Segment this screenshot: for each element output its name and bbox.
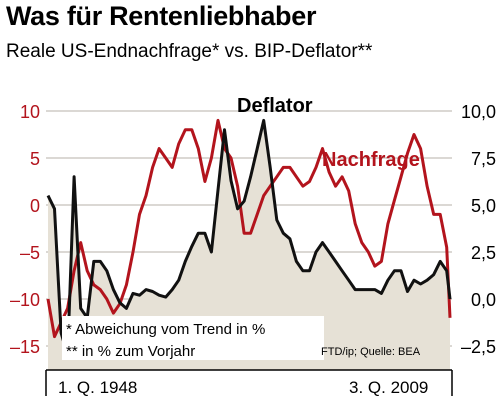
footnote-box [62, 316, 324, 360]
left-tick-label: –5 [20, 243, 40, 263]
left-tick-label: 0 [30, 196, 40, 216]
right-tick-label: 7,5 [471, 149, 496, 169]
source-note: FTD/ip; Quelle: BEA [321, 346, 421, 358]
left-tick-label: –15 [10, 337, 40, 357]
left-tick-label: 10 [20, 102, 40, 122]
left-tick-label: 5 [30, 149, 40, 169]
chart-subtitle: Reale US-Endnachfrage* vs. BIP-Deflator*… [6, 41, 373, 62]
deflator-area-fill [48, 120, 450, 371]
chart-title: Was für Rentenliebhaber [6, 1, 317, 31]
footnote-1: * Abweichung vom Trend in % [66, 321, 265, 338]
left-axis-ticks: 10 5 0 –5 –10 –15 [10, 102, 40, 357]
right-axis-ticks: 10,0 7,5 5,0 2,5 0,0 –2,5 [461, 102, 496, 357]
footnote-2: ** in % zum Vorjahr [66, 343, 195, 360]
x-end-label: 3. Q. 2009 [349, 378, 428, 397]
right-tick-label: 0,0 [471, 290, 496, 310]
right-tick-label: 5,0 [471, 196, 496, 216]
right-tick-label: 2,5 [471, 243, 496, 263]
left-tick-label: –10 [10, 290, 40, 310]
deflator-series-line [46, 118, 452, 357]
right-tick-label: –2,5 [461, 337, 496, 357]
nachfrage-series-line [46, 118, 452, 339]
legend-nachfrage: Nachfrage [322, 149, 420, 171]
legend-deflator: Deflator [237, 95, 313, 117]
right-tick-label: 10,0 [461, 102, 496, 122]
x-start-label: 1. Q. 1948 [58, 378, 137, 397]
